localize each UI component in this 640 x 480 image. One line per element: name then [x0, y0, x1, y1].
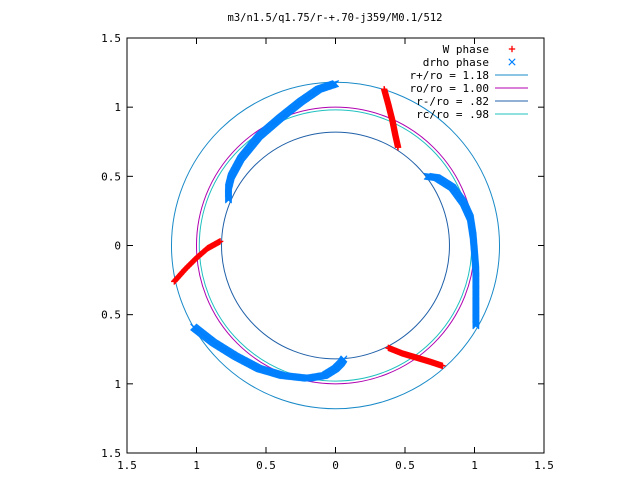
- y-tick-label-5: 1: [114, 378, 121, 391]
- segment-1: [224, 80, 340, 204]
- y-tick-label-6: 1.5: [101, 447, 121, 460]
- segment-2: [171, 238, 224, 285]
- legend-entry-4: ro/ro = 1.00: [410, 82, 528, 95]
- circle-4: [198, 109, 473, 382]
- legend-label: rc/ro = .98: [416, 108, 489, 121]
- x-tick-label-4: 0.5: [395, 459, 415, 472]
- point-64: [439, 362, 446, 370]
- y-tick-label-3: 0: [114, 240, 121, 253]
- point-67: [394, 144, 402, 151]
- legend-label: r-/ro = .82: [416, 95, 489, 108]
- legend-marker: [508, 58, 516, 66]
- legend-marker: [508, 45, 516, 53]
- x-tick-label-3: 0: [332, 459, 339, 472]
- point-189: [472, 320, 480, 328]
- point-68: [216, 238, 224, 245]
- legend-label: drho phase: [423, 56, 489, 69]
- y-tick-label-2: 0.5: [101, 170, 121, 183]
- point-191: [472, 322, 480, 330]
- x-tick-label-2: 0.5: [256, 459, 276, 472]
- legend-entry-3: r+/ro = 1.18: [410, 69, 528, 82]
- circle-2: [196, 106, 475, 385]
- circle-3: [221, 131, 450, 360]
- legend-entry-1: W phase: [443, 43, 516, 56]
- plot-area: [170, 80, 501, 410]
- axes: 1.5 1 0.5 0 0.5 1 1.51.510.500.511.5: [101, 32, 554, 472]
- legend-entry-5: r-/ro = .82: [416, 95, 528, 108]
- point-184: [224, 193, 233, 201]
- segment-3: [190, 323, 348, 382]
- legend-label: r+/ro = 1.18: [410, 69, 489, 82]
- x-tick-label-1: 1: [193, 459, 200, 472]
- point-188: [472, 319, 480, 327]
- point-190: [472, 321, 480, 329]
- legend-entry-2: drho phase: [423, 56, 516, 69]
- series-w-phase: [171, 85, 446, 370]
- legend-label: ro/ro = 1.00: [410, 82, 489, 95]
- point-185: [224, 194, 233, 202]
- y-tick-label-4: 0.5: [101, 309, 121, 322]
- y-tick-label-1: 1: [114, 101, 121, 114]
- chart-title: m3/n1.5/q1.75/r-+.70-j359/M0.1/512: [228, 12, 443, 24]
- segment-1: [380, 85, 402, 151]
- legend-label: W phase: [443, 43, 489, 56]
- point-187: [224, 196, 233, 204]
- x-tick-label-6: 1.5: [534, 459, 554, 472]
- y-tick-label-0: 1.5: [101, 32, 121, 45]
- segment-2: [423, 172, 480, 330]
- series-drho-phase: [190, 80, 480, 382]
- point-186: [224, 195, 233, 203]
- segment-3: [385, 344, 446, 370]
- x-tick-label-0: 1.5: [117, 459, 137, 472]
- legend-entry-6: rc/ro = .98: [416, 108, 528, 121]
- x-tick-label-5: 1: [471, 459, 478, 472]
- circle-1: [170, 81, 501, 410]
- point-190: [340, 355, 348, 363]
